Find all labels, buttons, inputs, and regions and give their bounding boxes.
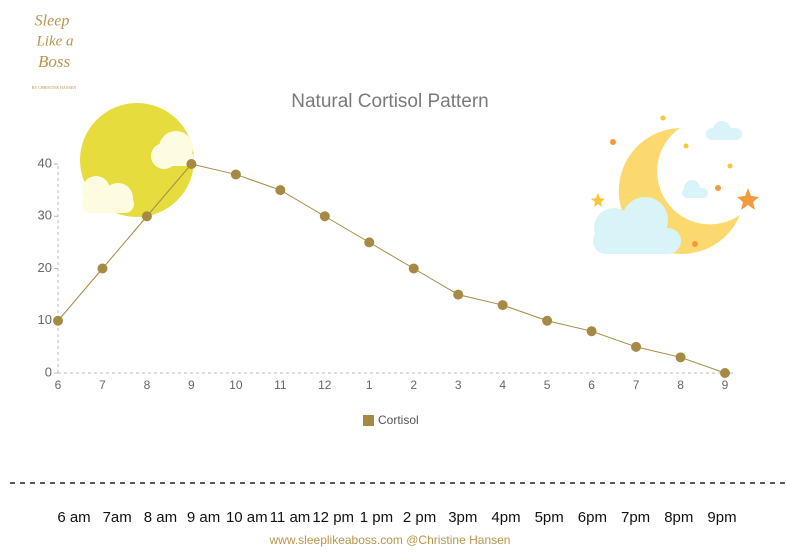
sun-illustration <box>80 103 194 217</box>
time-label: 11 am <box>270 509 311 526</box>
time-label: 5pm <box>535 509 564 526</box>
x-tick-label: 9 <box>722 378 729 392</box>
y-tick-label: 30 <box>38 208 52 223</box>
time-label: 9 am <box>187 509 220 526</box>
logo-line: Sleep <box>35 13 70 30</box>
data-point <box>275 185 286 196</box>
time-label: 8 am <box>144 509 177 526</box>
time-label: 8pm <box>664 509 693 526</box>
y-tick-label: 40 <box>38 155 52 170</box>
x-tick-label: 1 <box>366 378 373 392</box>
x-tick-label: 2 <box>410 378 417 392</box>
moon-illustration <box>591 115 759 254</box>
data-point <box>631 341 642 352</box>
data-point <box>453 289 464 300</box>
legend-label: Cortisol <box>378 413 419 427</box>
data-point <box>675 352 686 363</box>
data-point <box>141 211 152 222</box>
y-tick-label: 10 <box>38 312 52 327</box>
time-label: 7pm <box>621 509 650 526</box>
series-line <box>57 163 726 374</box>
logo-line: Like a <box>35 33 73 49</box>
time-label: 7am <box>103 509 132 526</box>
time-label: 12 pm <box>312 509 354 526</box>
data-point <box>97 263 108 274</box>
data-point <box>186 159 197 169</box>
logo-line: Boss <box>38 52 71 71</box>
x-tick-label: 6 <box>55 378 62 392</box>
data-point <box>364 237 375 248</box>
data-point <box>230 169 241 180</box>
x-tick-label: 4 <box>499 378 506 392</box>
y-tick-label: 20 <box>38 260 52 275</box>
time-label: 6pm <box>578 509 607 526</box>
time-label: 6 am <box>57 509 90 526</box>
time-label: 4pm <box>491 509 520 526</box>
time-label: 10 am <box>226 509 268 526</box>
x-tick-label: 5 <box>544 378 551 392</box>
time-labels: 6 am 7am 8 am 9 am 10 am 11 am 12 pm 1 pm 2 pm 3p… <box>57 509 736 526</box>
time-label: 9pm <box>707 509 736 526</box>
data-point <box>408 263 419 274</box>
data-point <box>497 300 508 311</box>
x-tick-label: 11 <box>274 378 287 392</box>
x-tick-label: 3 <box>455 378 462 392</box>
x-tick-label: 7 <box>99 378 106 392</box>
x-tick-label: 9 <box>188 378 195 392</box>
x-tick-label: 7 <box>633 378 640 392</box>
y-tick-label: 0 <box>45 364 52 379</box>
time-label: 3pm <box>448 509 477 526</box>
data-point <box>319 211 330 222</box>
logo-byline: BY CHRISTINE HANSEN <box>32 85 77 90</box>
x-tick-label: 10 <box>229 378 243 392</box>
legend-swatch <box>363 415 374 426</box>
x-tick-label: 6 <box>588 378 595 392</box>
data-point <box>53 315 63 326</box>
logo: Sleep Like a Boss BY CHRISTINE HANSEN <box>32 13 77 90</box>
x-tick-label: 8 <box>677 378 684 392</box>
credit: www.sleeplikeaboss.com @Christine Hansen <box>269 533 511 547</box>
time-label: 2 pm <box>403 509 436 526</box>
data-point <box>586 326 597 337</box>
data-point <box>542 315 553 326</box>
time-label: 1 pm <box>360 509 393 526</box>
x-tick-label: 8 <box>144 378 151 392</box>
chart-title: Natural Cortisol Pattern <box>291 91 488 112</box>
data-point <box>720 368 730 378</box>
x-tick-label: 12 <box>318 378 332 392</box>
